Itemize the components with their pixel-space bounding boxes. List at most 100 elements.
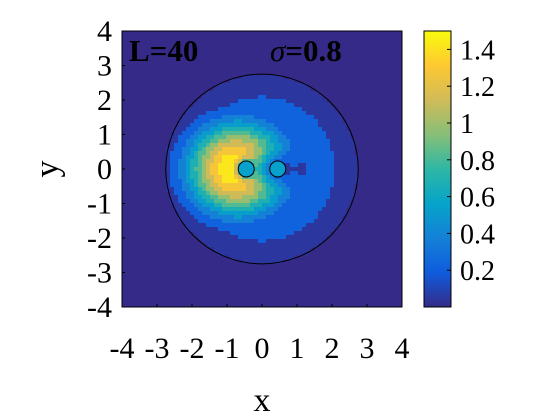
contour-cell (194, 183, 199, 188)
contour-cell (222, 211, 227, 216)
contour-cell (234, 211, 239, 216)
contour-cell (294, 243, 299, 248)
contour-cell (354, 171, 359, 176)
contour-cell (166, 163, 171, 168)
contour-cell (254, 111, 259, 116)
contour-cell (326, 119, 331, 124)
contour-cell (242, 187, 247, 192)
contour-cell (230, 251, 235, 256)
contour-cell (278, 99, 283, 104)
contour-cell (254, 79, 259, 84)
contour-cell (282, 195, 287, 200)
contour-cell (262, 187, 267, 192)
contour-cell (178, 127, 183, 132)
contour-cell (218, 91, 223, 96)
contour-cell (242, 207, 247, 212)
contour-cell (322, 179, 327, 184)
contour-cell (166, 155, 171, 160)
contour-cell (294, 219, 299, 224)
contour-cell (214, 91, 219, 96)
contour-cell (278, 179, 283, 184)
contour-cell (298, 247, 303, 252)
contour-cell (262, 175, 267, 180)
contour-cell (198, 167, 203, 172)
contour-cell (194, 199, 199, 204)
contour-cell (286, 159, 291, 164)
contour-cell (326, 191, 331, 196)
contour-cell (314, 123, 319, 128)
contour-cell (338, 219, 343, 224)
contour-cell (186, 155, 191, 160)
contour-cell (222, 119, 227, 124)
contour-cell (258, 99, 263, 104)
contour-cell (290, 247, 295, 252)
contour-cell (194, 139, 199, 144)
contour-cell (274, 147, 279, 152)
contour-cell (258, 215, 263, 220)
contour-cell (314, 231, 319, 236)
contour-cell (234, 139, 239, 144)
y-tick-label: -4 (87, 291, 112, 324)
contour-cell (266, 219, 271, 224)
contour-cell (254, 83, 259, 88)
contour-cell (326, 135, 331, 140)
contour-cell (318, 235, 323, 240)
contour-cell (314, 239, 319, 244)
contour-cell (294, 111, 299, 116)
contour-cell (174, 131, 179, 136)
contour-cell (290, 175, 295, 180)
contour-cell (282, 115, 287, 120)
contour-cell (322, 143, 327, 148)
contour-cell (354, 159, 359, 164)
contour-cell (226, 167, 231, 172)
contour-cell (298, 251, 303, 256)
contour-cell (330, 159, 335, 164)
contour-cell (302, 83, 307, 88)
contour-cell (250, 87, 255, 92)
contour-cell (230, 163, 235, 168)
contour-cell (274, 211, 279, 216)
contour-cell (310, 107, 315, 112)
contour-cell (290, 135, 295, 140)
contour-cell (302, 159, 307, 164)
contour-cell (326, 151, 331, 156)
contour-cell (282, 211, 287, 216)
contour-cell (298, 167, 303, 172)
contour-cell (226, 231, 231, 236)
contour-cell (342, 175, 347, 180)
contour-cell (318, 143, 323, 148)
contour-cell (226, 227, 231, 232)
contour-cell (234, 155, 239, 160)
contour-cell (342, 195, 347, 200)
contour-cell (226, 95, 231, 100)
contour-cell (258, 119, 263, 124)
contour-cell (314, 227, 319, 232)
contour-cell (250, 199, 255, 204)
contour-cell (258, 159, 263, 164)
contour-cell (218, 179, 223, 184)
contour-cell (170, 143, 175, 148)
contour-cell (178, 151, 183, 156)
contour-cell (178, 215, 183, 220)
contour-cell (298, 211, 303, 216)
contour-cell (278, 259, 283, 264)
contour-cell (310, 199, 315, 204)
contour-cell (346, 135, 351, 140)
contour-cell (186, 175, 191, 180)
contour-cell (250, 203, 255, 208)
contour-cell (274, 207, 279, 212)
contour-cell (282, 135, 287, 140)
contour-cell (282, 123, 287, 128)
contour-cell (178, 139, 183, 144)
contour-cell (238, 251, 243, 256)
contour-cell (278, 135, 283, 140)
contour-cell (298, 139, 303, 144)
contour-cell (310, 215, 315, 220)
contour-cell (198, 235, 203, 240)
contour-cell (326, 187, 331, 192)
contour-cell (198, 195, 203, 200)
contour-cell (246, 127, 251, 132)
contour-cell (282, 199, 287, 204)
contour-cell (282, 203, 287, 208)
contour-cell (230, 151, 235, 156)
